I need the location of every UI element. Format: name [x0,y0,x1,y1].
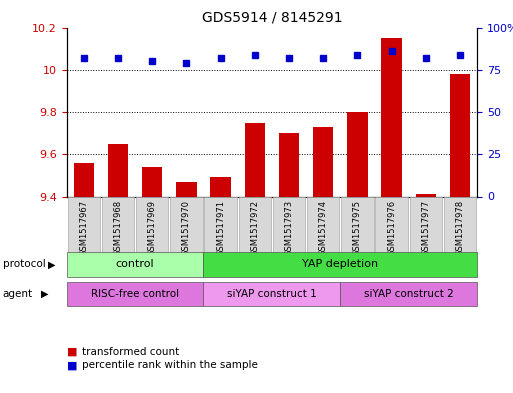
Bar [204,196,237,267]
Bar [68,196,100,267]
Bar [273,196,305,267]
Bar [67,281,204,306]
Text: control: control [116,259,154,269]
Bar [102,196,134,267]
Text: percentile rank within the sample: percentile rank within the sample [82,360,258,371]
Bar [170,196,203,267]
Bar [136,196,168,267]
Bar [307,196,340,267]
Text: ■: ■ [67,360,77,371]
Text: GSM1517977: GSM1517977 [421,200,430,256]
Bar [279,133,299,196]
Text: GSM1517978: GSM1517978 [456,200,464,256]
Bar [450,74,470,196]
Title: GDS5914 / 8145291: GDS5914 / 8145291 [202,11,342,25]
Bar [341,196,373,267]
Text: RISC-free control: RISC-free control [91,289,179,299]
Bar [347,112,368,196]
Text: transformed count: transformed count [82,347,180,357]
Text: GSM1517968: GSM1517968 [113,200,123,256]
Bar [376,196,408,267]
Bar [210,178,231,196]
Bar [108,144,128,196]
Bar [409,196,442,267]
Text: ■: ■ [67,347,77,357]
Text: GSM1517967: GSM1517967 [80,200,88,256]
Bar [239,196,271,267]
Bar [73,163,94,196]
Text: GSM1517970: GSM1517970 [182,200,191,256]
Bar [313,127,333,196]
Text: YAP depletion: YAP depletion [302,259,379,269]
Text: ▶: ▶ [48,259,55,269]
Text: GSM1517971: GSM1517971 [216,200,225,256]
Text: agent: agent [3,289,33,299]
Text: protocol: protocol [3,259,45,269]
Text: GSM1517975: GSM1517975 [353,200,362,256]
Text: GSM1517976: GSM1517976 [387,200,396,256]
Text: ▶: ▶ [41,289,48,299]
Text: GSM1517972: GSM1517972 [250,200,259,256]
Text: GSM1517969: GSM1517969 [148,200,156,256]
Bar [142,167,163,196]
Bar [204,281,340,306]
Bar [245,123,265,196]
Text: GSM1517973: GSM1517973 [285,200,293,256]
Text: siYAP construct 2: siYAP construct 2 [364,289,453,299]
Bar [381,38,402,197]
Bar [416,195,436,196]
Bar [204,252,477,277]
Text: siYAP construct 1: siYAP construct 1 [227,289,317,299]
Bar [67,252,204,277]
Bar [340,281,477,306]
Bar [176,182,196,196]
Bar [444,196,476,267]
Text: GSM1517974: GSM1517974 [319,200,328,256]
